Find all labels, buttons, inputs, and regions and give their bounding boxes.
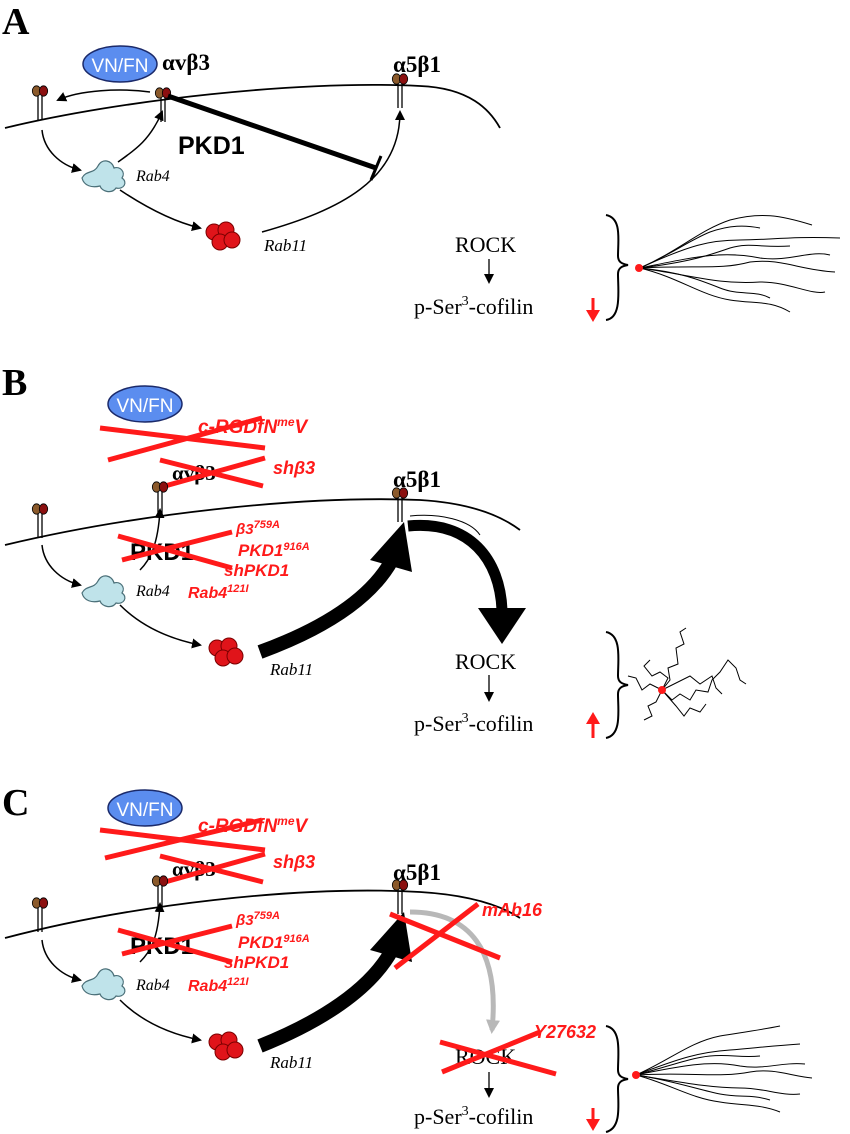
plasma-membrane (4, 498, 521, 546)
internalized-integrin-icon (31, 85, 49, 121)
vnfn-label: VN/FN (117, 396, 174, 417)
panel-a: A VN/FN αvβ3 α5β1 PKD1 Rab4 Rab11 R (2, 1, 841, 322)
internalized-integrin-icon (31, 503, 49, 539)
to-rab4-arrow (41, 939, 82, 983)
to-rab11-arrow (119, 999, 202, 1044)
a5b1-label: α5β1 (393, 467, 441, 492)
brace (605, 214, 629, 321)
plasma-membrane (4, 84, 501, 129)
brace (605, 631, 629, 739)
rab4-endosome-icon (81, 575, 126, 608)
pkd1-cross (117, 529, 233, 571)
avb3-cross (159, 455, 266, 489)
pkd1-label: PKD1 (178, 132, 245, 160)
rab4-label: Rab4 (135, 168, 170, 185)
rab11-recycling-thick-arrow (257, 912, 412, 1053)
pkd1-mutant-label: PKD1916A (238, 933, 310, 952)
crgd-cross (99, 817, 266, 861)
to-rab11-arrow (119, 604, 202, 649)
panel-b: B VN/FN c-RGDfNmeV αvβ3 shβ3 α5β1 (2, 362, 747, 739)
panel-letter: B (2, 362, 27, 404)
rab4-endosome-icon (81, 160, 126, 193)
rab11-endosome-icon (205, 221, 241, 251)
rab11-endosome-icon (208, 637, 244, 667)
vnfn-label: VN/FN (117, 800, 174, 821)
rab11-label: Rab11 (269, 660, 313, 679)
cofilin-label: p-Ser3-cofilin (414, 1104, 533, 1129)
cell-tracks (627, 627, 747, 721)
crgd-inhibitor-label: c-RGDfNmeV (198, 415, 309, 438)
cell-origin-dot (658, 686, 666, 694)
vnfn-ligand: VN/FN (107, 385, 183, 423)
a5b1-integrin-icon (391, 879, 409, 915)
pkd1-cross (117, 923, 233, 965)
plasma-membrane (4, 889, 521, 939)
avb3-integrin-icon (154, 87, 172, 123)
rab4-mutant-label: Rab4121I (188, 583, 249, 602)
a5b1-label: α5β1 (393, 52, 441, 77)
cofilin-up-arrow (586, 712, 600, 738)
vnfn-ligand: VN/FN (82, 45, 158, 83)
vnfn-label: VN/FN (92, 56, 149, 77)
cofilin-down-arrow (586, 298, 600, 322)
to-rab4-arrow (41, 129, 82, 173)
cofilin-label: p-Ser3-cofilin (414, 711, 533, 736)
rock-label: ROCK (455, 649, 516, 674)
to-rab11-arrow (119, 189, 202, 231)
cell-tracks (635, 1025, 813, 1113)
rab11-recycling-arrow (261, 110, 405, 233)
y27632-label: Y27632 (534, 1022, 596, 1042)
cofilin-label: p-Ser3-cofilin (414, 294, 533, 319)
cofilin-down-arrow (586, 1108, 600, 1131)
vnfn-ligand: VN/FN (107, 789, 183, 827)
crgd-cross (99, 415, 266, 463)
rab11-recycling-thick-arrow (257, 522, 412, 659)
avb3-cross (159, 851, 266, 885)
mab16-label: mAb16 (482, 900, 543, 920)
cell-origin-dot (635, 264, 643, 272)
rab4-label: Rab4 (135, 977, 170, 994)
rock-label: ROCK (455, 232, 516, 257)
rab4-recycling-arrow (117, 110, 164, 163)
panel-letter: C (2, 782, 29, 824)
mab16-cross (389, 902, 501, 970)
internalization-arrow (56, 89, 151, 102)
rab4-recycling-arrow (139, 508, 165, 571)
rab11-label: Rab11 (269, 1053, 313, 1072)
a5b1-integrin-icon (391, 487, 409, 523)
rab4-mutant-label: Rab4121I (188, 976, 249, 995)
rab4-endosome-icon (81, 968, 126, 1001)
panel-c: C VN/FN c-RGDfNmeV αvβ3 shβ3 α5β1 (2, 782, 813, 1133)
rab11-label: Rab11 (263, 236, 307, 255)
b3-mutant-label: β3759A (235, 519, 280, 538)
pkd1-mutant-label: PKD1916A (238, 541, 310, 560)
brace (605, 1025, 629, 1133)
rock-cross (439, 1029, 557, 1077)
rab4-label: Rab4 (135, 583, 170, 600)
inhibition-line (167, 93, 383, 181)
cell-origin-dot (632, 1071, 640, 1079)
internalized-integrin-icon (31, 897, 49, 933)
panel-letter: A (2, 1, 30, 43)
shb3-label: shβ3 (273, 852, 315, 872)
cell-tracks (639, 214, 841, 313)
shpkd1-label: shPKD1 (224, 953, 289, 972)
b3-mutant-label: β3759A (235, 910, 280, 929)
rab4-recycling-arrow (139, 902, 165, 963)
rab11-endosome-icon (208, 1031, 244, 1061)
shpkd1-label: shPKD1 (224, 561, 289, 580)
blocked-rock-arrow (409, 909, 500, 1034)
to-rock-thick-arrow (407, 519, 526, 644)
shb3-label: shβ3 (273, 458, 315, 478)
a5b1-integrin-icon (391, 73, 409, 109)
avb3-label: αvβ3 (162, 50, 210, 75)
membrane-fold (409, 514, 481, 536)
to-rab4-arrow (41, 544, 82, 588)
